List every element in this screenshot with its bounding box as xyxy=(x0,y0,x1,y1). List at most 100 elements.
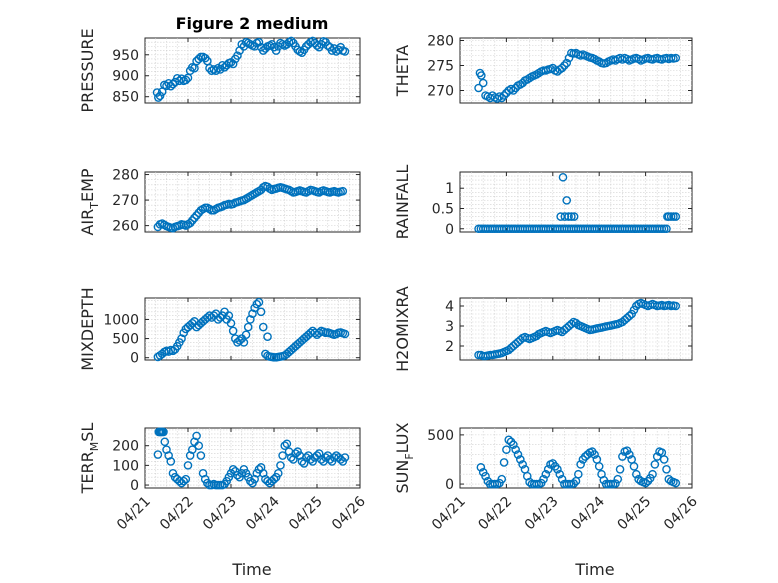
data-point xyxy=(254,37,264,47)
panel-sun-flux: 0 500 04/21 04/22 04/23 04/24 04/25 04/26 SUNFLU… xyxy=(393,422,701,533)
data-point xyxy=(316,455,326,464)
data-point xyxy=(632,469,641,479)
data-point xyxy=(314,328,324,338)
data-point xyxy=(497,93,507,103)
x-tick-label: 04/21 xyxy=(429,494,469,534)
x-tick-label: 04/22 xyxy=(157,494,197,534)
y-tick-label: 3 xyxy=(445,319,454,335)
panel-air-temp: 260 270 280 AIRTEMP xyxy=(78,168,361,236)
y-tick-label: 0 xyxy=(445,222,454,238)
data-point xyxy=(492,94,502,103)
data-point xyxy=(256,307,266,317)
data-point xyxy=(185,218,195,228)
data-point xyxy=(153,450,163,459)
panel-rainfall: 0 0.5 1 RAINFALL xyxy=(393,165,693,239)
panel-pressure: 850 900 950 PRESSURE xyxy=(78,28,361,113)
y-axis-label-sun-flux: SUNFLUX xyxy=(393,422,416,493)
data-point xyxy=(625,450,634,459)
x-tick-label: 04/25 xyxy=(615,494,655,534)
x-tick-label: 04/26 xyxy=(329,493,369,533)
data-point xyxy=(641,478,650,488)
y-tick-label: 4 xyxy=(445,299,454,315)
panel-terr-msl: 0 100 200 04/21 04/22 04/23 04/24 04/25 04/26 TER… xyxy=(78,423,369,534)
y-tick-label: 900 xyxy=(112,69,139,85)
data-point xyxy=(166,457,176,466)
data-point xyxy=(241,330,251,340)
y-axis-label-mixdepth: MIXDEPTH xyxy=(78,287,97,370)
data-point xyxy=(233,51,242,60)
data-point xyxy=(312,41,322,50)
y-tick-label: 280 xyxy=(427,34,454,50)
series-theta xyxy=(474,48,681,103)
y-axis-label-terr-msl: TERRMSL xyxy=(78,423,101,495)
data-point xyxy=(336,455,345,464)
data-point xyxy=(215,65,225,74)
y-tick-label: 1 xyxy=(445,181,454,197)
y-axis-label-air-temp: AIRTEMP xyxy=(78,168,101,235)
figure-title: Figure 2 medium xyxy=(176,14,329,33)
data-point xyxy=(321,453,330,462)
data-point xyxy=(671,478,681,488)
data-point xyxy=(557,63,567,73)
y-tick-label: 0 xyxy=(130,478,139,494)
y-tick-label: 270 xyxy=(112,193,139,209)
x-tick-label: 04/23 xyxy=(200,494,240,534)
data-point xyxy=(564,53,574,63)
data-point xyxy=(168,79,178,89)
y-tick-label: 100 xyxy=(112,458,139,474)
y-tick-label: 500 xyxy=(427,428,454,444)
data-point xyxy=(553,465,562,474)
y-tick-label: 0.5 xyxy=(432,201,454,217)
data-point xyxy=(481,471,490,481)
x-tick-label: 04/24 xyxy=(243,493,283,533)
data-point xyxy=(233,470,242,480)
x-tick-label: 04/22 xyxy=(475,494,515,534)
data-point xyxy=(662,224,671,234)
data-point xyxy=(567,212,576,221)
data-point xyxy=(613,474,623,484)
data-point xyxy=(340,329,350,339)
data-point xyxy=(569,212,579,221)
data-point xyxy=(258,322,268,332)
data-point xyxy=(594,462,604,471)
data-point xyxy=(541,469,551,479)
data-point xyxy=(192,211,201,220)
x-tick-label: 04/21 xyxy=(114,494,154,534)
panel-mixdepth: 0 500 1000 MIXDEPTH xyxy=(78,287,361,371)
data-point xyxy=(187,445,197,454)
y-axis-label-theta: THETA xyxy=(393,45,412,97)
data-point xyxy=(543,465,553,474)
data-point xyxy=(474,83,483,93)
y-tick-label: 275 xyxy=(427,59,454,75)
data-point xyxy=(196,451,206,460)
data-point xyxy=(615,465,625,474)
data-point xyxy=(308,36,318,46)
y-axis-label-pressure: PRESSURE xyxy=(78,28,97,112)
data-point xyxy=(168,346,178,356)
data-point xyxy=(246,476,255,486)
data-point xyxy=(183,461,193,470)
data-point xyxy=(159,427,168,437)
data-point xyxy=(306,455,315,464)
y-tick-label: 200 xyxy=(112,439,139,455)
panel-h2omixra: 2 3 4 H2OMIXRA xyxy=(393,286,693,372)
data-point xyxy=(574,469,583,479)
series-sun-flux xyxy=(476,435,681,489)
y-tick-label: 850 xyxy=(112,90,139,106)
data-point xyxy=(539,474,548,484)
data-point xyxy=(177,334,186,343)
data-point xyxy=(576,460,585,469)
data-point xyxy=(228,326,238,336)
data-point xyxy=(569,479,578,488)
data-point xyxy=(340,453,350,462)
y-tick-label: 0 xyxy=(130,351,139,367)
data-point xyxy=(518,460,527,469)
data-point xyxy=(509,86,518,95)
data-point xyxy=(499,458,509,467)
y-tick-label: 950 xyxy=(112,48,139,64)
data-point xyxy=(160,437,170,447)
data-point xyxy=(192,431,201,441)
data-point xyxy=(629,462,639,471)
data-point xyxy=(340,47,350,56)
